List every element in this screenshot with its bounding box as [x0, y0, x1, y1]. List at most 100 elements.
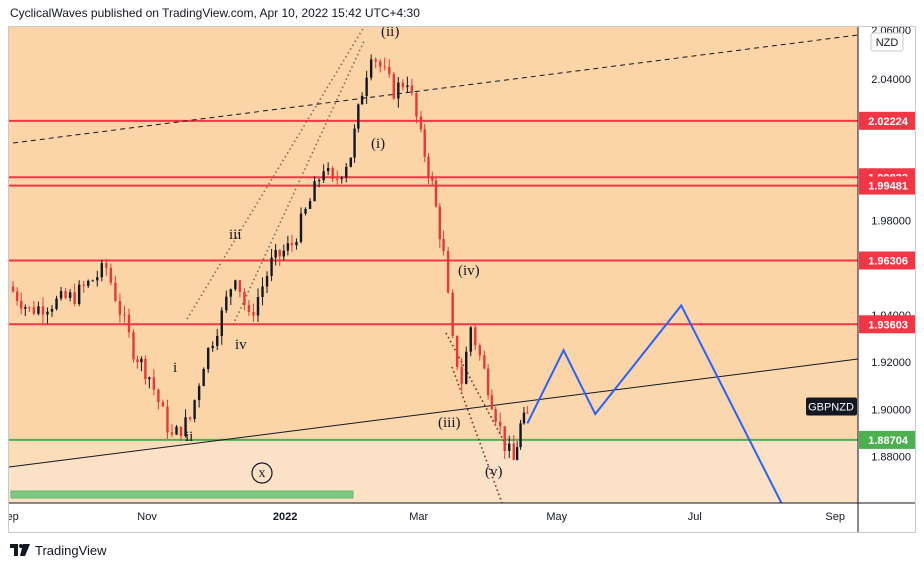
- currency-badge[interactable]: [870, 32, 904, 52]
- candle-body: [331, 167, 334, 179]
- candle-body: [349, 157, 352, 167]
- chart-frame[interactable]: (ii) (i) iii (iv) iv i ii (iii) (v) x 2.04000 1.98…: [8, 26, 916, 533]
- publisher-header: CyclicalWaves published on TradingView.c…: [10, 6, 420, 20]
- wave-label[interactable]: x: [259, 466, 266, 481]
- candle-body: [392, 74, 395, 99]
- time-tick-label: Nov: [137, 511, 157, 523]
- candle-body: [179, 426, 183, 437]
- level-price-label-bg[interactable]: [859, 251, 915, 270]
- symbol-label-bg[interactable]: [806, 397, 857, 416]
- candle-body: [157, 389, 160, 403]
- wave-label[interactable]: (v): [485, 464, 503, 480]
- tradingview-logo[interactable]: TradingView: [10, 541, 107, 559]
- candle-body: [383, 66, 386, 68]
- candle-body: [388, 66, 391, 75]
- candle-body: [304, 208, 307, 214]
- symbol-label: GBPNZD: [808, 401, 854, 413]
- candle-body: [28, 307, 31, 309]
- candle-body: [278, 249, 281, 257]
- candle-body: [498, 421, 502, 427]
- candle-body: [401, 82, 405, 88]
- candle-body: [59, 291, 63, 299]
- falling-channel-lower[interactable]: [451, 366, 503, 503]
- wave-label[interactable]: iii: [229, 227, 242, 243]
- candle-body: [202, 368, 205, 387]
- candle-body: [166, 406, 169, 433]
- candle-body: [184, 417, 187, 437]
- candle-body: [229, 289, 233, 297]
- price-labels: 2.022241.998331.994811.963061.936031.887…: [806, 111, 915, 449]
- candle-body: [144, 358, 147, 380]
- candle-body: [308, 201, 312, 209]
- candle-body: [423, 129, 426, 157]
- candle-body: [438, 206, 442, 240]
- candle-body: [478, 345, 482, 356]
- candle-body: [11, 286, 15, 292]
- candle-body: [326, 167, 330, 172]
- candle-body: [261, 286, 264, 297]
- candle-body: [256, 296, 260, 316]
- candle-body: [460, 366, 463, 384]
- time-tick-label: Mar: [409, 511, 428, 523]
- wave-label[interactable]: iv: [235, 337, 247, 353]
- candle-body: [286, 243, 290, 251]
- candle-body: [274, 249, 277, 258]
- background-upper: [9, 27, 858, 440]
- candle-body: [24, 307, 27, 309]
- candle-body: [136, 359, 139, 363]
- green-zone-bar: [10, 490, 354, 499]
- price-tick-label: 1.88000: [871, 452, 911, 464]
- dashed-trend-line[interactable]: [12, 34, 858, 144]
- candle-body: [225, 296, 228, 311]
- candle-body: [357, 104, 360, 129]
- level-price-label-bg[interactable]: [859, 315, 915, 334]
- wave-label[interactable]: (i): [371, 136, 385, 152]
- price-tick-label: 1.92000: [871, 357, 911, 369]
- candle-body: [486, 368, 490, 396]
- wave-label[interactable]: ii: [185, 429, 193, 445]
- candle-body: [32, 307, 36, 314]
- candle-body: [206, 347, 210, 369]
- falling-channel-upper[interactable]: [445, 332, 507, 446]
- level-price-label: 1.96306: [868, 255, 908, 267]
- wave-label[interactable]: i: [173, 360, 177, 376]
- candle-body: [455, 335, 459, 367]
- level-price-label: 1.93603: [868, 319, 908, 331]
- candle-body: [483, 355, 486, 369]
- candle-body: [46, 311, 49, 315]
- candle-body: [265, 275, 269, 287]
- candle-body: [313, 181, 316, 202]
- wave-label-circle: [251, 462, 273, 484]
- candle-body: [234, 280, 237, 290]
- candle-body: [252, 311, 255, 316]
- level-price-label-bg[interactable]: [859, 430, 915, 449]
- candle-body: [41, 306, 45, 315]
- wave-label[interactable]: (iii): [438, 415, 461, 431]
- price-tick-label: 1.98000: [871, 216, 911, 228]
- candle-body: [127, 314, 131, 333]
- price-tick-label: 2.06000: [871, 27, 911, 37]
- candle-body: [193, 400, 196, 419]
- candle-body: [526, 412, 529, 414]
- candle-body: [152, 377, 156, 390]
- wave-label[interactable]: (ii): [381, 27, 399, 40]
- candle-body: [270, 257, 273, 276]
- level-price-label-bg[interactable]: [859, 111, 915, 130]
- candle-body: [360, 95, 364, 105]
- rising-channel-upper[interactable]: [186, 27, 365, 320]
- candle-body: [446, 251, 450, 293]
- candle-body: [87, 280, 90, 286]
- wave-label[interactable]: (iv): [458, 263, 480, 279]
- candle-body: [197, 386, 201, 401]
- candle-body: [282, 250, 285, 257]
- candle-body: [365, 77, 368, 96]
- candle-body: [123, 314, 126, 316]
- candle-body: [374, 59, 377, 62]
- candle-body: [512, 443, 515, 460]
- level-price-label: 1.99481: [868, 181, 908, 193]
- projection-path[interactable]: [526, 303, 785, 510]
- candle-body: [415, 93, 418, 117]
- level-price-label-bg[interactable]: [859, 176, 915, 195]
- candle-body: [247, 305, 251, 312]
